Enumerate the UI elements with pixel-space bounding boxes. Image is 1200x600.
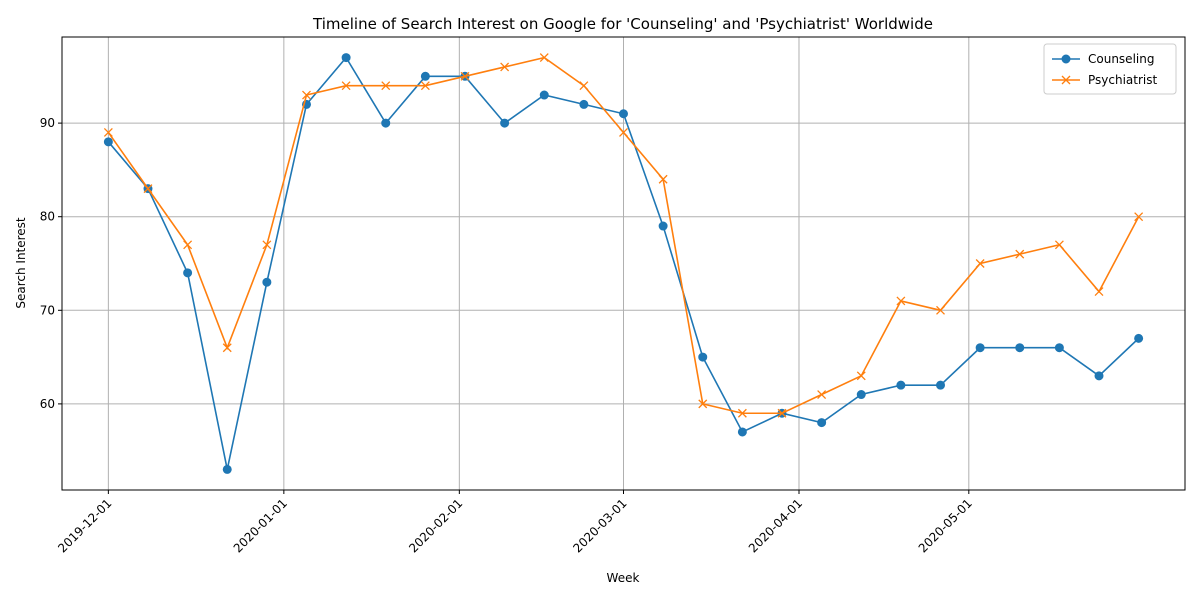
legend-marker-counseling bbox=[1061, 54, 1071, 64]
legend-label-counseling: Counseling bbox=[1088, 52, 1154, 66]
data-point-psychiatrist bbox=[896, 296, 906, 306]
y-tick-label: 80 bbox=[40, 210, 55, 224]
x-tick-label: 2020-05-01 bbox=[916, 496, 975, 555]
data-point-psychiatrist bbox=[381, 81, 391, 91]
data-point-counseling bbox=[103, 137, 113, 147]
data-point-psychiatrist bbox=[817, 390, 827, 399]
data-point-psychiatrist bbox=[420, 81, 430, 91]
data-point-psychiatrist bbox=[460, 71, 470, 81]
data-point-psychiatrist bbox=[183, 240, 193, 250]
data-point-counseling bbox=[856, 390, 866, 400]
data-point-psychiatrist bbox=[500, 62, 510, 72]
data-point-psychiatrist bbox=[143, 184, 153, 194]
data-point-psychiatrist bbox=[103, 128, 113, 137]
data-point-psychiatrist bbox=[1134, 212, 1144, 222]
data-point-psychiatrist bbox=[698, 399, 708, 409]
data-point-psychiatrist bbox=[619, 128, 628, 137]
data-point-counseling bbox=[579, 99, 589, 109]
chart-title: Timeline of Search Interest on Google fo… bbox=[312, 15, 933, 33]
data-point-counseling bbox=[1054, 343, 1064, 353]
data-point-psychiatrist bbox=[1094, 287, 1104, 297]
data-point-psychiatrist bbox=[658, 174, 668, 184]
data-point-counseling bbox=[936, 380, 946, 390]
data-point-counseling bbox=[1015, 343, 1025, 353]
x-tick-label: 2020-04-01 bbox=[746, 496, 805, 555]
data-point-counseling bbox=[817, 418, 827, 428]
x-tick-label: 2020-03-01 bbox=[570, 496, 629, 555]
grid-lines bbox=[62, 37, 1185, 490]
data-point-psychiatrist bbox=[777, 408, 787, 418]
data-point-psychiatrist bbox=[262, 240, 272, 250]
data-point-counseling bbox=[658, 221, 668, 231]
y-tick-label: 70 bbox=[40, 303, 55, 317]
data-point-psychiatrist bbox=[302, 90, 311, 100]
x-tick-label: 2020-01-01 bbox=[231, 496, 290, 555]
series-layer bbox=[103, 53, 1144, 474]
data-point-counseling bbox=[1134, 333, 1144, 343]
legend: Counseling Psychiatrist bbox=[1043, 43, 1177, 95]
x-axis-ticks: 2019-12-01 2020-01-01 2020-02-01 2020-03-01… bbox=[55, 490, 975, 555]
data-point-counseling bbox=[341, 53, 351, 63]
legend-box bbox=[1043, 43, 1177, 95]
data-point-counseling bbox=[381, 118, 391, 128]
data-point-psychiatrist bbox=[341, 81, 351, 91]
data-point-counseling bbox=[183, 268, 193, 278]
data-point-counseling bbox=[1094, 371, 1104, 381]
data-point-counseling bbox=[975, 343, 985, 353]
y-axis-label: Search Interest bbox=[14, 217, 28, 309]
x-tick-label: 2019-12-01 bbox=[55, 496, 114, 555]
data-point-counseling bbox=[500, 118, 510, 128]
data-point-psychiatrist bbox=[1015, 249, 1025, 259]
legend-item-counseling: Counseling bbox=[1052, 52, 1154, 66]
y-axis-ticks: 60 70 80 90 bbox=[40, 116, 62, 411]
data-point-psychiatrist bbox=[579, 81, 589, 91]
series-psychiatrist bbox=[103, 53, 1144, 418]
data-point-counseling bbox=[222, 464, 232, 474]
data-point-psychiatrist bbox=[539, 53, 549, 63]
data-point-counseling bbox=[896, 380, 906, 390]
data-point-psychiatrist bbox=[737, 408, 747, 418]
x-axis-label: Week bbox=[607, 571, 640, 585]
data-point-psychiatrist bbox=[856, 371, 866, 381]
data-point-counseling bbox=[262, 277, 272, 287]
legend-item-psychiatrist: Psychiatrist bbox=[1052, 73, 1157, 87]
data-point-counseling bbox=[737, 427, 747, 437]
legend-label-psychiatrist: Psychiatrist bbox=[1088, 73, 1157, 87]
y-tick-label: 60 bbox=[40, 397, 55, 411]
data-point-psychiatrist bbox=[222, 343, 232, 353]
x-tick-label: 2020-02-01 bbox=[406, 496, 465, 555]
data-point-psychiatrist bbox=[936, 305, 945, 315]
data-point-counseling bbox=[698, 352, 708, 362]
data-point-psychiatrist bbox=[975, 259, 985, 268]
data-point-psychiatrist bbox=[1054, 240, 1064, 250]
legend-marker-psychiatrist bbox=[1061, 75, 1071, 85]
data-point-counseling bbox=[539, 90, 549, 100]
y-tick-label: 90 bbox=[40, 116, 55, 130]
data-point-counseling bbox=[420, 71, 430, 81]
data-point-counseling bbox=[619, 109, 628, 119]
